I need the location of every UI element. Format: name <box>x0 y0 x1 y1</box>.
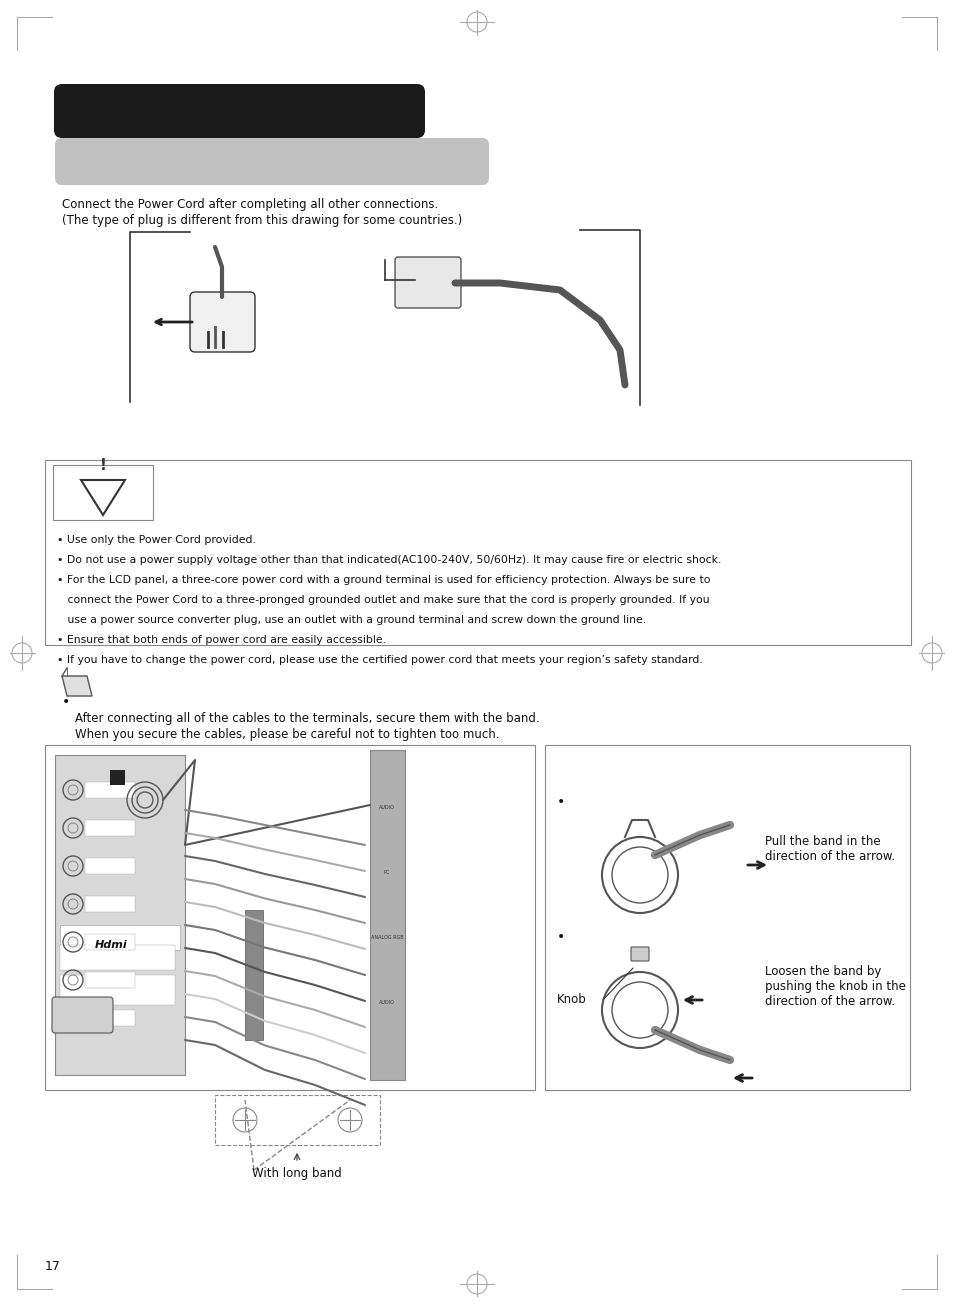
Text: Pull the band in the
direction of the arrow.: Pull the band in the direction of the ar… <box>764 835 894 863</box>
Text: •: • <box>557 795 565 808</box>
Text: Connect the Power Cord after completing all other connections.: Connect the Power Cord after completing … <box>62 199 437 212</box>
Text: • Do not use a power supply voltage other than that indicated(AC100-240V, 50/60H: • Do not use a power supply voltage othe… <box>57 555 720 565</box>
Text: AUDIO: AUDIO <box>378 804 395 810</box>
Polygon shape <box>62 677 91 696</box>
FancyBboxPatch shape <box>630 947 648 961</box>
Text: Knob: Knob <box>557 993 586 1006</box>
FancyBboxPatch shape <box>52 996 112 1033</box>
Text: !: ! <box>99 458 107 473</box>
Text: Hdmi: Hdmi <box>95 940 128 949</box>
Bar <box>60 946 174 970</box>
Text: ANALOG RGB: ANALOG RGB <box>371 935 403 940</box>
Bar <box>55 755 185 1075</box>
FancyBboxPatch shape <box>190 293 254 353</box>
Bar <box>85 972 135 989</box>
Text: •: • <box>62 695 71 709</box>
Text: • Use only the Power Cord provided.: • Use only the Power Cord provided. <box>57 535 255 545</box>
Text: use a power source converter plug, use an outlet with a ground terminal and scre: use a power source converter plug, use a… <box>57 615 645 626</box>
Text: Loosen the band by
pushing the knob in the
direction of the arrow.: Loosen the band by pushing the knob in t… <box>764 965 905 1008</box>
Bar <box>45 460 910 645</box>
Bar <box>85 896 135 912</box>
Text: After connecting all of the cables to the terminals, secure them with the band.: After connecting all of the cables to th… <box>75 712 539 725</box>
Bar <box>85 782 135 798</box>
Text: 17: 17 <box>45 1260 61 1273</box>
Text: • For the LCD panel, a three-core power cord with a ground terminal is used for : • For the LCD panel, a three-core power … <box>57 575 710 585</box>
Polygon shape <box>81 481 125 515</box>
FancyBboxPatch shape <box>54 84 424 138</box>
Text: When you secure the cables, please be careful not to tighten too much.: When you secure the cables, please be ca… <box>75 727 499 741</box>
Bar <box>60 976 174 1006</box>
Text: •: • <box>557 930 565 944</box>
Bar <box>370 750 405 1080</box>
Text: • If you have to change the power cord, please use the certified power cord that: • If you have to change the power cord, … <box>57 656 702 665</box>
Bar <box>85 934 135 949</box>
FancyBboxPatch shape <box>395 257 460 308</box>
Bar <box>85 820 135 836</box>
Text: • Ensure that both ends of power cord are easily accessible.: • Ensure that both ends of power cord ar… <box>57 635 386 645</box>
Text: With long band: With long band <box>252 1168 341 1181</box>
Bar <box>60 925 180 949</box>
Text: connect the Power Cord to a three-pronged grounded outlet and make sure that the: connect the Power Cord to a three-pronge… <box>57 596 709 605</box>
Bar <box>85 1010 135 1027</box>
Bar <box>85 858 135 874</box>
Bar <box>45 744 535 1091</box>
Bar <box>53 465 152 520</box>
Bar <box>245 910 263 1040</box>
Text: PC: PC <box>383 870 390 875</box>
Text: (The type of plug is different from this drawing for some countries.): (The type of plug is different from this… <box>62 214 462 227</box>
Text: AUDIO: AUDIO <box>378 1000 395 1006</box>
Bar <box>214 1094 379 1145</box>
Bar <box>110 771 125 785</box>
FancyBboxPatch shape <box>55 138 489 185</box>
Bar <box>544 744 909 1091</box>
